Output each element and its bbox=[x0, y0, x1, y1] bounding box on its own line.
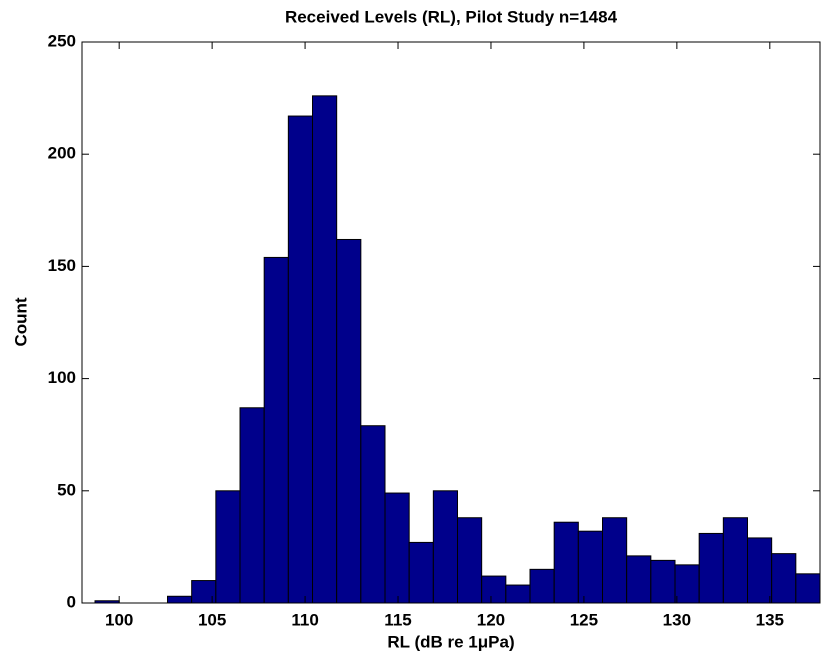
bar bbox=[626, 555, 652, 604]
x-tick-label: 130 bbox=[663, 610, 691, 629]
y-axis-label: Count bbox=[11, 297, 30, 346]
y-tick-label: 50 bbox=[57, 480, 76, 499]
bar bbox=[650, 559, 676, 604]
bar bbox=[432, 490, 459, 604]
bar bbox=[529, 568, 555, 604]
bar bbox=[722, 517, 749, 604]
bar bbox=[698, 532, 724, 604]
y-tick-label: 150 bbox=[48, 256, 76, 275]
bar bbox=[408, 541, 434, 604]
bar bbox=[360, 425, 386, 604]
x-tick-label: 115 bbox=[384, 610, 411, 629]
chart-title: Received Levels (RL), Pilot Study n=1484 bbox=[285, 7, 618, 26]
bar bbox=[336, 238, 362, 604]
x-tick-label: 135 bbox=[756, 610, 784, 629]
y-tick-label: 0 bbox=[67, 592, 76, 611]
y-tick-label: 100 bbox=[48, 368, 76, 387]
bar bbox=[481, 575, 507, 604]
bar bbox=[577, 530, 604, 604]
x-axis-label: RL (dB re 1μPa) bbox=[387, 632, 514, 651]
bar bbox=[771, 553, 797, 604]
bar bbox=[287, 115, 314, 604]
bar bbox=[795, 573, 821, 604]
x-tick-label: 100 bbox=[105, 610, 133, 629]
x-tick-label: 105 bbox=[198, 610, 226, 629]
bar bbox=[602, 517, 628, 604]
bar bbox=[167, 595, 193, 604]
y-tick-label: 200 bbox=[48, 144, 76, 163]
y-tick-label: 250 bbox=[48, 31, 76, 50]
bar bbox=[553, 521, 579, 604]
bar bbox=[457, 517, 483, 604]
x-tick-label: 120 bbox=[477, 610, 505, 629]
x-tick-label: 125 bbox=[570, 610, 598, 629]
x-tick-label: 110 bbox=[291, 610, 318, 629]
plot-frame bbox=[81, 41, 821, 604]
bar bbox=[312, 95, 338, 604]
bar bbox=[384, 492, 410, 604]
bar bbox=[505, 584, 531, 604]
bar bbox=[263, 256, 289, 604]
bar bbox=[747, 537, 773, 604]
bar bbox=[674, 564, 700, 604]
bar bbox=[239, 407, 265, 604]
bar bbox=[215, 490, 241, 604]
